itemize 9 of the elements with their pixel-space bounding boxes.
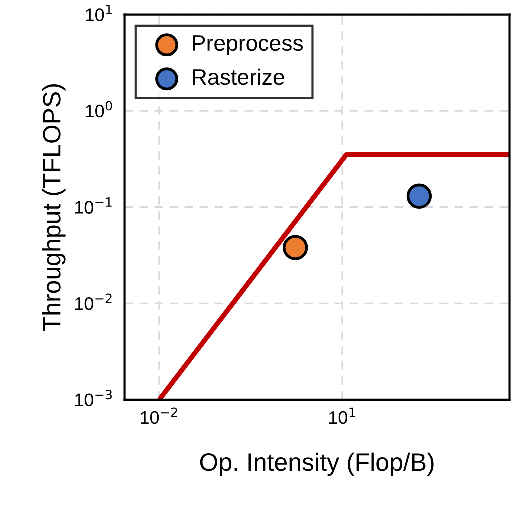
y-tick-label: 10$^{−1}$ xyxy=(76,198,112,214)
y-tick-label: 10$^{1}$ xyxy=(86,5,112,22)
y-tick-label: 10$^{−2}$ xyxy=(76,294,112,310)
y-tick-label: 10$^{−3}$ xyxy=(76,390,112,407)
legend-label: Preprocess xyxy=(193,36,304,56)
x-axis-title: Op. Intensity (Flop/B) xyxy=(200,452,434,476)
y-axis-title: Throughput (TFLOPS) xyxy=(42,84,66,332)
y-tick-label: 10$^{0}$ xyxy=(86,101,112,118)
legend-label: Rasterize xyxy=(193,68,284,86)
